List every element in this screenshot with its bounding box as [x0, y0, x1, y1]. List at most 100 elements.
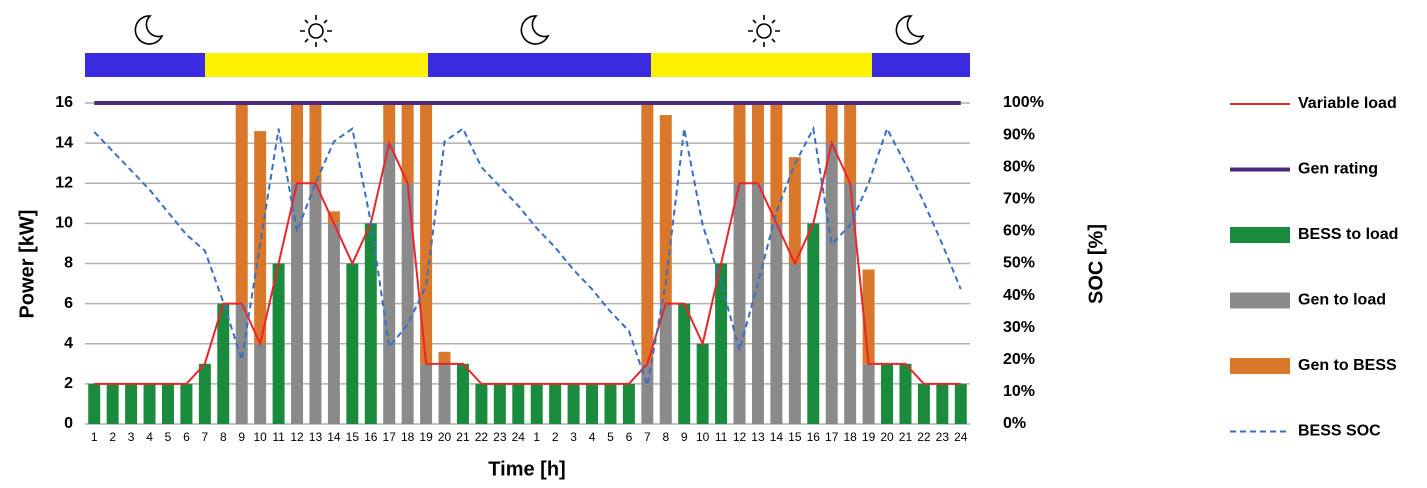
legend-label: Gen to BESS — [1298, 357, 1397, 374]
bar — [456, 363, 469, 424]
bar — [696, 343, 709, 424]
x-tick-label: 18 — [401, 430, 415, 444]
bar — [751, 103, 764, 184]
x-tick-label: 22 — [917, 430, 931, 444]
bar — [291, 183, 304, 424]
bar — [881, 363, 894, 424]
bar — [309, 103, 322, 184]
x-tick-label: 4 — [589, 430, 596, 444]
bar — [475, 383, 488, 424]
bar — [715, 263, 728, 424]
bar — [530, 383, 543, 424]
bar — [844, 183, 857, 424]
x-tick-label: 2 — [552, 430, 559, 444]
x-tick-label: 7 — [644, 430, 651, 444]
bar — [383, 103, 396, 144]
y2-tick-label: 100% — [1003, 94, 1044, 111]
bar — [733, 183, 746, 424]
bar — [401, 103, 414, 184]
bar — [844, 103, 857, 184]
x-tick-label: 11 — [715, 430, 728, 444]
bar — [438, 363, 451, 424]
bar — [383, 143, 396, 424]
y-tick-label: 4 — [64, 335, 73, 352]
y2-tick-label: 30% — [1003, 319, 1035, 336]
y-tick-label: 12 — [55, 174, 73, 191]
x-tick-label: 8 — [662, 430, 669, 444]
x-tick-label: 5 — [607, 430, 614, 444]
x-tick-label: 17 — [825, 430, 839, 444]
x-tick-label: 10 — [696, 430, 710, 444]
bar — [770, 103, 783, 224]
x-tick-label: 15 — [346, 430, 360, 444]
bar — [346, 263, 359, 424]
x-tick-label: 24 — [512, 430, 526, 444]
y-tick-label: 8 — [64, 255, 73, 272]
x-tick-label: 19 — [419, 430, 433, 444]
x-tick-label: 18 — [843, 430, 857, 444]
legend-label: BESS SOC — [1298, 423, 1381, 440]
bar — [567, 383, 580, 424]
bar — [659, 115, 672, 304]
x-tick-label: 14 — [770, 430, 784, 444]
bar — [899, 363, 912, 424]
bar — [235, 103, 248, 304]
x-tick-label: 9 — [238, 430, 245, 444]
x-tick-label: 9 — [681, 430, 688, 444]
bar — [954, 383, 967, 424]
x-tick-label: 12 — [290, 430, 304, 444]
bar — [291, 103, 304, 184]
bar — [788, 263, 801, 424]
bar — [438, 351, 451, 364]
x-tick-label: 13 — [309, 430, 323, 444]
bar — [622, 383, 635, 424]
bar — [825, 143, 838, 424]
day-night-icons — [134, 15, 925, 47]
y2-tick-label: 70% — [1003, 191, 1035, 208]
x-tick-label: 13 — [751, 430, 765, 444]
bar — [936, 383, 949, 424]
bar — [770, 223, 783, 424]
x-tick-label: 22 — [475, 430, 489, 444]
x-tick-label: 23 — [493, 430, 507, 444]
legend-swatch — [1230, 358, 1290, 374]
bar — [327, 223, 340, 424]
bar — [161, 383, 174, 424]
bar — [364, 223, 377, 424]
bar — [807, 223, 820, 424]
x-tick-label: 7 — [202, 430, 209, 444]
bar — [254, 343, 267, 424]
x-tick-label: 5 — [165, 430, 172, 444]
x-tick-label: 10 — [253, 430, 267, 444]
x-tick-label: 16 — [364, 430, 378, 444]
bar — [235, 303, 248, 424]
y-tick-label: 6 — [64, 295, 73, 312]
x-tick-label: 21 — [899, 430, 913, 444]
x-tick-label: 1 — [533, 430, 540, 444]
bar — [641, 103, 654, 364]
y2-tick-label: 50% — [1003, 255, 1035, 272]
x-tick-label: 6 — [183, 430, 190, 444]
x-tick-label: 15 — [788, 430, 802, 444]
legend-label: Gen to load — [1298, 292, 1386, 309]
x-tick-label: 12 — [733, 430, 747, 444]
y2-tick-label: 90% — [1003, 126, 1035, 143]
x-tick-label: 6 — [626, 430, 633, 444]
bar — [143, 383, 156, 424]
bar — [862, 363, 875, 424]
y-tick-label: 0 — [64, 415, 73, 432]
bar — [512, 383, 525, 424]
x-tick-label: 14 — [327, 430, 341, 444]
legend-label: Variable load — [1298, 95, 1397, 112]
bar — [309, 183, 322, 424]
x-tick-label: 20 — [880, 430, 894, 444]
bar — [604, 383, 617, 424]
legend-label: BESS to load — [1298, 226, 1398, 243]
x-axis-title: Time [h] — [488, 458, 565, 480]
bar — [106, 383, 119, 424]
bar — [420, 103, 433, 364]
bar — [641, 363, 654, 424]
x-tick-label: 24 — [954, 430, 968, 444]
